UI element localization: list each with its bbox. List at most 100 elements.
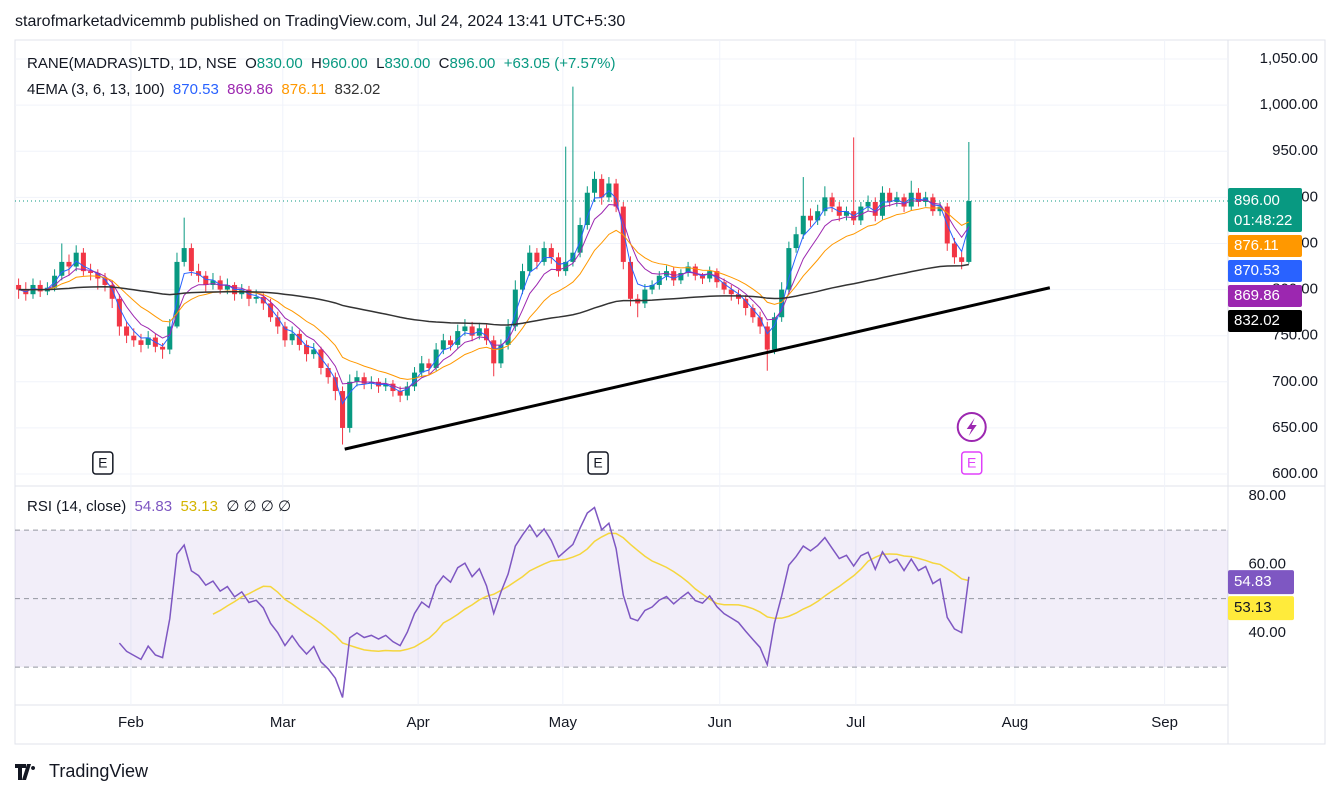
candle-body: [455, 331, 461, 345]
x-tick-label: May: [549, 714, 578, 731]
candle: [829, 192, 835, 213]
rsi-extra: ∅ ∅ ∅ ∅: [226, 498, 291, 515]
y2-tick-label: 60.00: [1248, 555, 1286, 572]
candle: [764, 321, 770, 371]
candle: [843, 206, 849, 221]
candle: [455, 324, 461, 349]
legend-rsi: RSI (14, close) 54.83 53.13 ∅ ∅ ∅ ∅: [27, 498, 291, 515]
candle-body: [491, 340, 497, 364]
candle-body: [448, 340, 454, 345]
candle-body: [786, 248, 792, 290]
candle-body: [829, 197, 835, 207]
earnings-marker: [92, 451, 114, 475]
candle: [534, 248, 540, 270]
y-tick-label: 1,000.00: [1260, 96, 1318, 113]
candle-body: [822, 197, 828, 212]
x-tick-label: Jun: [708, 714, 732, 731]
candle-body: [181, 248, 187, 262]
candle-body: [188, 248, 194, 272]
candle: [721, 278, 727, 295]
candle: [591, 171, 598, 202]
candle-body: [757, 317, 763, 327]
candle: [289, 326, 295, 345]
candle: [728, 284, 734, 301]
candle: [88, 263, 94, 281]
ohlc-value: 960.00: [322, 55, 368, 72]
candle-body: [376, 381, 382, 387]
candle-body: [73, 252, 79, 267]
candle-body: [721, 282, 727, 290]
ema-line: [18, 263, 969, 326]
candle: [433, 343, 439, 371]
x-tick-label: Aug: [1002, 714, 1029, 731]
candle: [412, 367, 418, 392]
candle: [124, 321, 130, 344]
candle: [37, 280, 43, 297]
ema-tag-label: 876.11: [1234, 237, 1279, 254]
candle-body: [512, 289, 518, 327]
rsi-ma-line: [212, 532, 970, 652]
candle-body: [440, 340, 446, 350]
candle-body: [145, 337, 151, 345]
candle-body: [253, 296, 259, 299]
ema-value: 870.53: [173, 81, 219, 98]
candle: [80, 248, 86, 276]
price-tag: [1228, 188, 1302, 233]
candle: [671, 267, 677, 286]
ema-tag-label: 870.53: [1234, 262, 1280, 279]
candle: [599, 174, 605, 205]
candle-body: [527, 252, 533, 272]
candle-body: [354, 377, 360, 382]
candle-body: [289, 333, 295, 341]
ema-tag-label: 869.86: [1234, 287, 1280, 304]
ohlc-key: O: [245, 55, 257, 72]
candle: [109, 280, 115, 309]
candle: [419, 355, 425, 378]
candle-body: [203, 275, 209, 285]
brand: TradingView: [49, 761, 149, 781]
candle: [116, 294, 122, 336]
candle: [188, 243, 194, 276]
y-tick-label: 700.00: [1272, 373, 1318, 390]
candle-body: [779, 289, 785, 318]
candle-body: [59, 261, 65, 276]
candle-body: [649, 284, 655, 290]
candle-body: [361, 377, 367, 384]
candle-body: [959, 257, 965, 262]
candle: [347, 374, 353, 433]
ema-value: 876.11: [281, 81, 326, 98]
rsi-value: 54.83: [135, 498, 173, 515]
candle-body: [224, 284, 230, 290]
candle: [786, 241, 792, 295]
candle: [815, 204, 821, 226]
candle-body: [340, 391, 346, 428]
candle-body: [138, 340, 144, 345]
candle: [354, 370, 360, 387]
ema-tag: [1228, 260, 1302, 283]
candle-body: [692, 266, 698, 276]
candle-body: [793, 234, 799, 249]
ema-value: 832.02: [335, 81, 381, 98]
candle-body: [707, 271, 713, 279]
candle-body: [325, 367, 331, 378]
rsi-label: RSI (14, close): [27, 498, 126, 515]
candle: [73, 245, 79, 272]
candle-body: [843, 211, 849, 216]
candle-body: [311, 349, 317, 355]
candle-body: [519, 271, 526, 290]
candle: [397, 386, 403, 403]
candle: [498, 339, 504, 368]
y-tick-label: 950.00: [1272, 142, 1318, 159]
ema-line: [18, 207, 970, 380]
candle-body: [80, 252, 86, 272]
candle-body: [699, 275, 706, 279]
candle-body: [426, 363, 432, 368]
dividend-bolt: [966, 418, 977, 436]
candle: [440, 333, 446, 355]
countdown: 01:48:22: [1234, 212, 1292, 229]
candle-body: [332, 377, 338, 392]
candle-body: [915, 192, 921, 202]
candle: [951, 237, 957, 264]
candle-body: [37, 284, 43, 292]
